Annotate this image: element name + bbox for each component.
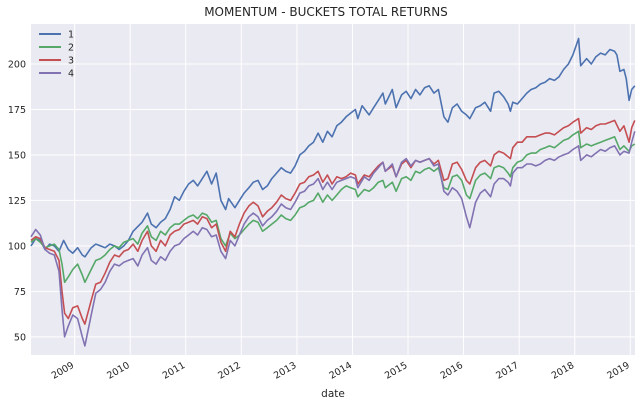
x-tick-label: 2018 [550,360,576,382]
x-tick-label: 2009 [50,360,76,382]
y-tick-label: 75 [14,287,26,298]
x-tick-label: 2016 [439,360,465,382]
x-tick-label: 2017 [494,360,520,382]
x-tick-label: 2010 [105,360,131,382]
series-lines [30,37,636,347]
y-tick-label: 150 [8,150,26,161]
series-line-1 [30,37,636,258]
legend-label-1: 1 [68,30,74,41]
x-tick-label: 2011 [161,360,187,382]
legend-label-3: 3 [68,56,74,67]
series-line-4 [30,131,636,347]
y-tick-label: 175 [8,105,26,116]
x-axis-label: date [321,388,345,400]
x-tick-label: 2019 [605,360,631,382]
legend-label-4: 4 [68,69,74,80]
y-tick-label: 125 [8,196,26,207]
legend-label-2: 2 [68,43,74,54]
y-tick-label: 100 [8,241,26,252]
x-tick-label: 2013 [272,360,298,382]
series-line-2 [30,130,636,284]
legend: 1 2 3 4 [39,30,74,80]
x-axis-ticks: 2009 2010 2011 2012 2013 2014 2015 2016 2017 2018… [50,360,632,382]
y-axis-ticks: 50 75 100 125 150 175 200 [8,60,26,344]
series-line-3 [30,117,636,325]
x-tick-label: 2012 [216,360,242,382]
x-tick-label: 2014 [328,360,354,382]
chart-title: MOMENTUM - BUCKETS TOTAL RETURNS [204,5,448,19]
y-tick-label: 50 [14,332,26,343]
y-tick-label: 200 [8,60,26,71]
x-tick-label: 2015 [383,360,409,382]
